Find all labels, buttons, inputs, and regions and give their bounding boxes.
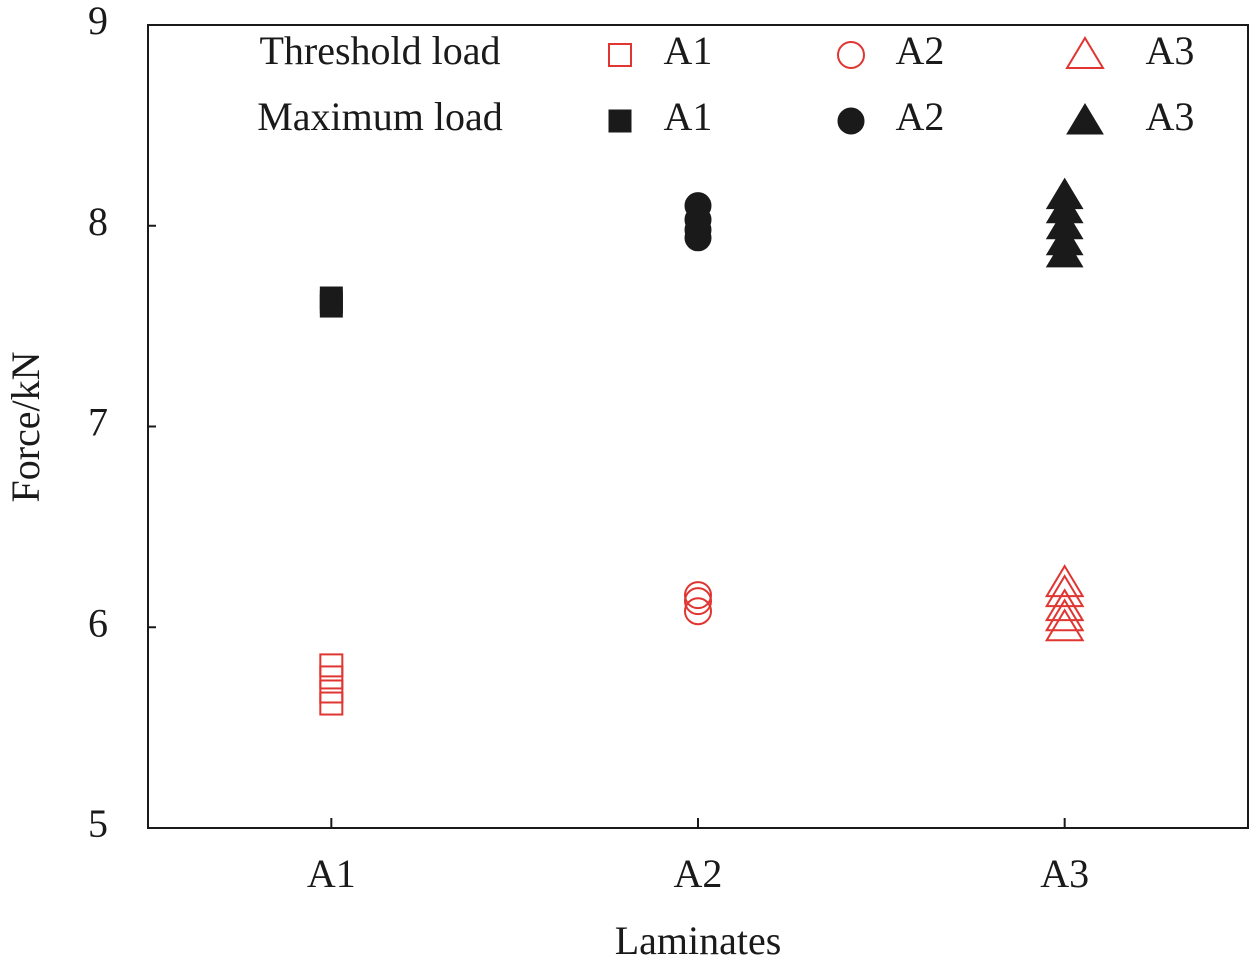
legend-marker (837, 107, 865, 135)
plot-frame (147, 24, 1249, 829)
x-tick-label: A3 (1040, 851, 1089, 896)
data-point (1044, 608, 1085, 642)
legend-label: A3 (1146, 94, 1195, 139)
legend-label: A1 (664, 94, 713, 139)
data-point (1044, 574, 1085, 608)
data-point (319, 665, 344, 690)
x-tick-label: A1 (307, 851, 356, 896)
data-point (1044, 598, 1085, 632)
legend-group-label: Threshold load (259, 28, 500, 73)
data-point (684, 587, 712, 616)
y-tick-label: 7 (88, 400, 108, 445)
data-point (319, 286, 343, 310)
data-point (684, 581, 712, 610)
legend-marker (608, 43, 632, 67)
data-point (684, 597, 712, 626)
y-axis-title: Force/kN (3, 351, 48, 502)
legend-marker (1065, 36, 1105, 69)
data-point (319, 653, 344, 678)
y-tick-label: 9 (88, 0, 108, 43)
x-tick-label: A2 (674, 851, 723, 896)
legend-marker (837, 41, 865, 69)
legend-marker (1066, 103, 1104, 135)
data-point (1045, 235, 1084, 268)
data-point (684, 224, 712, 252)
legend-label: A3 (1146, 28, 1195, 73)
y-tick-label: 6 (88, 600, 108, 645)
legend-group-label: Maximum load (257, 94, 503, 139)
data-point (319, 679, 344, 704)
legend-label: A2 (896, 28, 945, 73)
legend-marker (608, 109, 632, 133)
y-tick-label: 5 (88, 801, 108, 846)
data-point (1044, 564, 1085, 598)
legend-label: A2 (896, 94, 945, 139)
data-point (319, 691, 344, 716)
legend-label: A1 (664, 28, 713, 73)
y-tick-label: 8 (88, 199, 108, 244)
x-axis-title: Laminates (615, 918, 782, 963)
